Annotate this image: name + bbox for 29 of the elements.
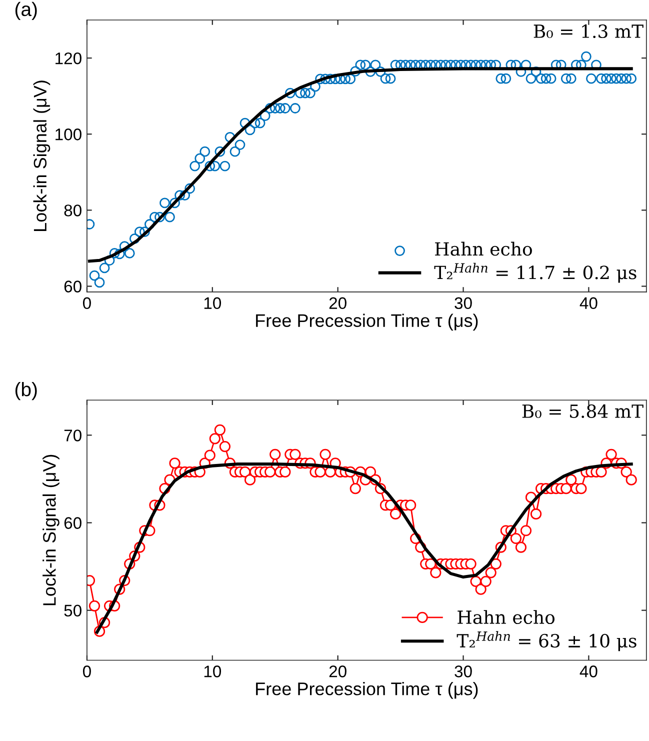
y-tick-label: 50 (64, 604, 82, 617)
x-tick-label: 20 (329, 666, 346, 678)
legend-label: Hahn echo (458, 610, 555, 624)
y-tick-label: 80 (64, 204, 82, 216)
y-tick-label: 60 (64, 280, 82, 292)
y-tick-label: 70 (64, 430, 82, 442)
x-tick-label: 40 (580, 666, 598, 678)
legend-label: T₂$^{Hahn}$ = 63 ± 10 μs (456, 631, 636, 652)
x-tick-label: 0 (82, 666, 91, 678)
x-tick-label: 20 (329, 297, 346, 310)
legend-label: T₂$^{Hahn}$ = 11.7 ± 0.2 μs (434, 262, 636, 283)
y-axis-title: Lock-in Signal (μV) (42, 454, 60, 606)
chart-title: (a) (15, 2, 37, 20)
chart-title: (b) (15, 382, 37, 400)
x-axis-title: Free Precession Time τ (μs) (256, 682, 478, 699)
legend-label: Hahn echo (435, 242, 532, 256)
x-tick-label: 10 (204, 297, 222, 310)
y-tick-label: 60 (64, 517, 82, 529)
x-tick-label: 30 (454, 666, 472, 678)
y-tick-label: 120 (56, 52, 82, 64)
y-axis-title: Lock-in Signal (μV) (33, 80, 50, 231)
x-tick-label: 10 (204, 666, 222, 678)
annotation: B₀ = 5.84 mT (522, 404, 644, 418)
y-tick-label: 100 (56, 128, 82, 140)
x-axis-title: Free Precession Time τ (μs) (256, 314, 478, 331)
annotation: B₀ = 1.3 mT (534, 24, 644, 38)
x-tick-label: 40 (580, 297, 598, 310)
x-tick-label: 30 (454, 297, 472, 310)
x-tick-label: 0 (82, 297, 91, 310)
